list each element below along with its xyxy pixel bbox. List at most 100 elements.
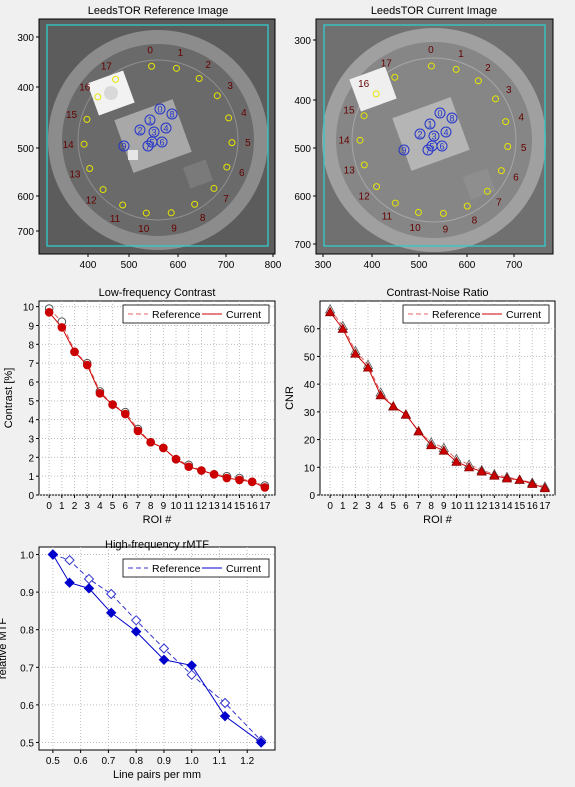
roi-label: 8	[472, 215, 478, 226]
data-point	[130, 626, 142, 637]
x-tick-label: 13	[209, 501, 221, 512]
roi-label: 17	[101, 61, 113, 72]
x-tick-label: 16	[527, 501, 539, 512]
x-tick-label: 1.0	[185, 756, 199, 767]
roi-circle	[228, 139, 236, 147]
roi-circle	[80, 140, 88, 148]
hf-roi-circle	[142, 140, 154, 152]
roi-circle	[452, 65, 460, 73]
roi-label: 11	[382, 212, 393, 223]
data-point	[146, 437, 155, 447]
data-point	[527, 478, 538, 488]
hf-roi-label: 8	[449, 114, 454, 124]
y-tick-label: 4	[28, 416, 34, 427]
hf-roi-label: 6	[159, 138, 164, 148]
data-point	[501, 473, 513, 483]
y-tick-label: 40	[304, 380, 316, 391]
data-point	[64, 554, 75, 566]
x-tick-label: 6	[403, 501, 409, 512]
hf-roi-label: 9	[401, 146, 406, 156]
x-tick-label: 14	[221, 501, 233, 512]
reference-image-panel: LeedsTOR Reference Image 0 12345678910111…	[17, 5, 281, 271]
hf-roi-label: 3	[151, 128, 156, 138]
data-point	[413, 425, 424, 436]
data-point	[324, 306, 336, 317]
y-tick-label: 3	[28, 434, 34, 445]
y-tick-label: 0.8	[20, 626, 34, 637]
data-point	[171, 454, 181, 464]
y-tick-label: 50	[304, 352, 316, 363]
x-tick-label: 8	[148, 501, 154, 512]
roi-label: 1	[178, 48, 184, 59]
roi-circle	[427, 62, 435, 70]
x-tick-label: 4	[97, 501, 103, 512]
data-point	[83, 583, 95, 594]
data-point	[426, 439, 437, 450]
data-point	[337, 323, 348, 333]
roi-label: 13	[69, 170, 81, 181]
roi-label: 5	[245, 138, 251, 149]
x-tick-label: 6	[122, 501, 128, 512]
hf-roi-circle	[144, 114, 156, 126]
roi-circle	[391, 199, 399, 207]
hf-roi-label: 1	[147, 116, 152, 126]
hf-roi-label: 7	[145, 142, 150, 152]
hf-roi-label: 9	[121, 142, 126, 152]
y-tick-label: 1.0	[20, 551, 34, 562]
roi-label: 1	[458, 49, 464, 60]
data-point	[247, 477, 257, 487]
data-point	[120, 409, 130, 419]
data-point	[184, 462, 194, 472]
roi-label: 12	[86, 195, 98, 206]
y-tick-label: 60	[304, 325, 316, 336]
roi-circle	[83, 115, 91, 123]
hf-roi-circle	[436, 140, 448, 152]
x-tick-label: 1	[340, 501, 346, 512]
roi-circle	[167, 209, 175, 217]
chart-title: Contrast-Noise Ratio	[386, 287, 488, 299]
hf-roi-circle	[156, 136, 168, 148]
data-point	[95, 388, 105, 398]
x-tick-label: 14	[501, 501, 513, 512]
hf-roi-label: 0	[157, 105, 162, 115]
image-axes-box	[38, 18, 276, 255]
roi-label: 8	[200, 213, 206, 224]
data-point	[57, 323, 67, 332]
roi-circle	[213, 92, 221, 100]
roi-circle	[474, 77, 482, 85]
plot-area	[38, 300, 276, 496]
x-tick-label: 0.8	[129, 756, 143, 767]
roi-circle	[360, 112, 368, 120]
chart-title: Low-frequency Contrast	[99, 287, 216, 299]
data-point	[388, 400, 399, 411]
roi-label: 6	[513, 172, 519, 183]
data-point	[186, 660, 197, 671]
roi-label: 0	[147, 45, 153, 56]
image-y-tick-label: 700	[17, 227, 34, 238]
image-y-tick-label: 600	[294, 192, 311, 203]
roi-label: 7	[496, 197, 502, 208]
data-point	[362, 362, 374, 372]
data-point	[47, 549, 59, 560]
data-point	[463, 461, 475, 472]
x-tick-label: 0.9	[157, 756, 171, 767]
x-tick-label: 17	[259, 501, 271, 512]
data-point	[70, 347, 79, 357]
hf-roi-label: 2	[417, 130, 422, 140]
hf-roi-label: 1	[427, 120, 432, 130]
y-tick-label: 5	[28, 397, 34, 408]
hf-roi-label: 4	[163, 124, 168, 134]
roi-label: 12	[359, 192, 371, 203]
roi-label: 10	[138, 224, 150, 235]
image-y-tick-label: 300	[17, 33, 34, 44]
image-y-tick-label: 400	[294, 96, 311, 107]
legend-label: Current	[226, 563, 261, 575]
image-x-tick-label: 800	[265, 260, 282, 271]
roi-circle	[142, 209, 150, 217]
hf-roi-circle	[154, 103, 166, 115]
x-tick-label: 5	[390, 501, 396, 512]
data-point	[44, 308, 54, 317]
current-image-panel: LeedsTOR Current Image 0 1234567891011121…	[294, 5, 554, 271]
x-tick-label: 17	[539, 501, 551, 512]
